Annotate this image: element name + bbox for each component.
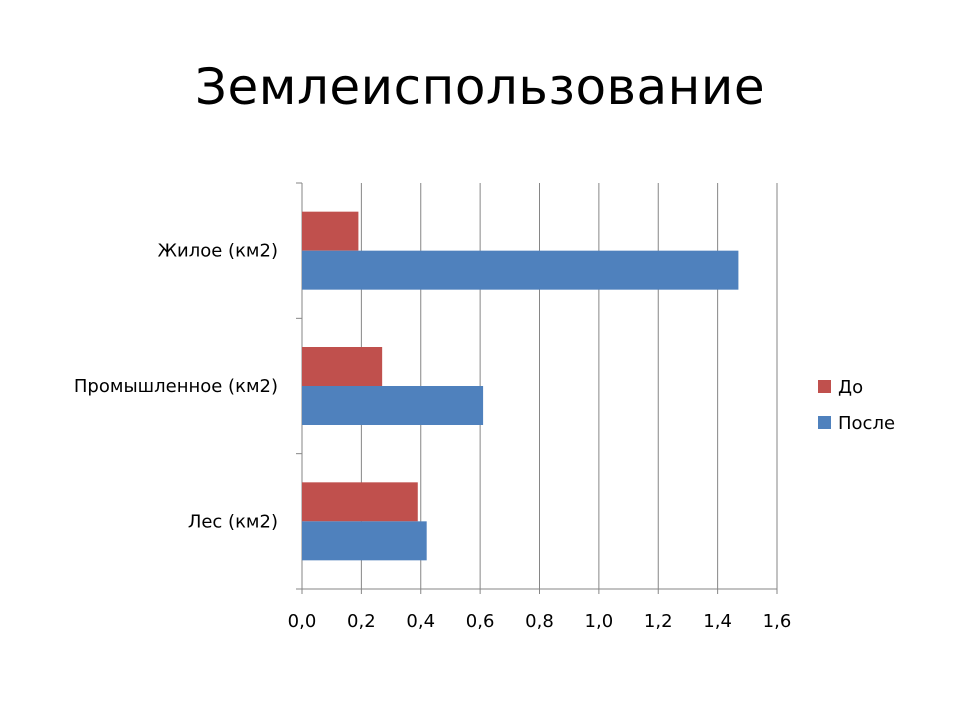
bar [302,482,418,522]
tick-label: 1,0 [585,611,614,632]
bar [302,211,359,251]
category-label: Жилое (км2) [158,241,278,262]
tick-label: 0,4 [406,611,435,632]
tick-label: 0,0 [288,611,317,632]
category-label: Лес (км2) [188,511,278,532]
bar [302,521,427,561]
bar [302,347,383,386]
chart-title: Землеиспользование [194,58,766,116]
legend-label: После [838,413,895,434]
legend-swatch [818,416,831,429]
tick-label: 0,6 [466,611,495,632]
tick-label: 0,8 [525,611,554,632]
bars [302,211,739,561]
tick-label: 1,6 [763,611,792,632]
legend-label: До [838,377,863,398]
tick-label: 0,2 [347,611,376,632]
bar [302,250,739,290]
tick-labels: 0,0 0,2 0,4 0,6 0,8 1,0 1,2 1,4 1,6 [288,611,792,632]
legend: До После [818,377,895,434]
category-labels: Жилое (км2) Промышленное (км2) Лес (км2) [74,241,278,533]
tick-label: 1,4 [703,611,732,632]
bar [302,386,484,425]
tick-label: 1,2 [644,611,673,632]
legend-swatch [818,380,831,393]
category-label: Промышленное (км2) [74,376,278,397]
